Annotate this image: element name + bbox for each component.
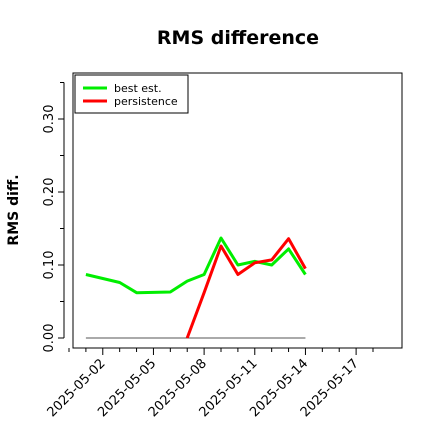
series-line-best-est [85,236,307,295]
y-axis: 0.00 0.10 0.20 0.30 [42,82,65,353]
legend: best est.persistence [74,74,189,114]
legend-label: best est. [114,82,162,95]
y-tick-label: 0.00 [42,324,57,353]
series-layer [85,236,307,339]
plot-frame [72,72,403,349]
legend-label: persistence [114,95,178,108]
x-axis: 2025-05-022025-05-052025-05-082025-05-11… [45,347,374,420]
y-axis-label: RMS diff. [6,174,22,245]
y-tick-label: 0.10 [42,251,57,280]
y-tick-label: 0.20 [42,178,57,207]
y-tick-label: 0.30 [42,105,57,134]
series-line-persistence [185,237,307,339]
legend-box [74,74,189,114]
chart-title: RMS difference [157,27,319,49]
